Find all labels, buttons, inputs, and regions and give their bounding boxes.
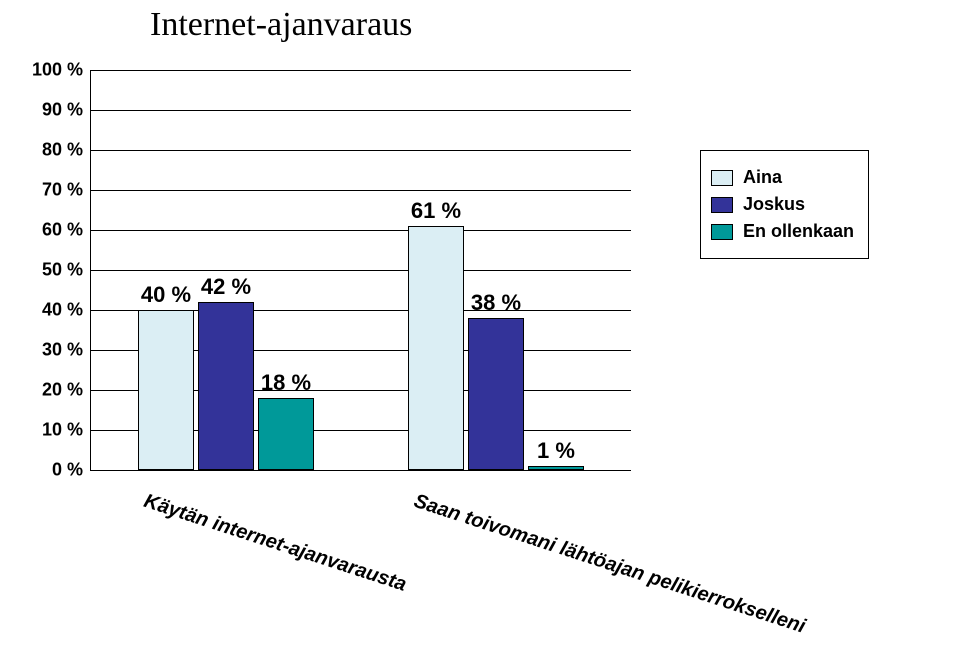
y-tick-label: 80 % — [42, 140, 83, 161]
bar-kaytan-en_ollenkaan — [258, 398, 314, 470]
legend-swatch — [711, 197, 733, 213]
chart-title: Internet-ajanvaraus — [150, 6, 412, 44]
bar-value-label: 61 % — [411, 198, 461, 224]
y-tick-label: 90 % — [42, 100, 83, 121]
y-tick-label: 60 % — [42, 220, 83, 241]
bar-saan-aina — [408, 226, 464, 470]
bar-saan-en_ollenkaan — [528, 466, 584, 470]
bar-value-label: 18 % — [261, 370, 311, 396]
bar-value-label: 1 % — [537, 438, 575, 464]
chart-stage: Internet-ajanvaraus 0 %10 %20 %30 %40 %5… — [0, 0, 960, 656]
bar-kaytan-aina — [138, 310, 194, 470]
x-axis-label-saan: Saan toivomani lähtöajan pelikierroksell… — [411, 490, 808, 639]
legend-label: Joskus — [743, 194, 805, 215]
legend-item-joskus: Joskus — [711, 194, 854, 215]
legend-swatch — [711, 224, 733, 240]
x-axis-label-kaytan: Käytän internet-ajanvarausta — [141, 490, 409, 597]
gridline — [91, 150, 631, 151]
legend-label: En ollenkaan — [743, 221, 854, 242]
legend-item-en_ollenkaan: En ollenkaan — [711, 221, 854, 242]
bar-saan-joskus — [468, 318, 524, 470]
legend-label: Aina — [743, 167, 782, 188]
bar-value-label: 42 % — [201, 274, 251, 300]
gridline — [91, 190, 631, 191]
gridline — [91, 230, 631, 231]
legend-item-aina: Aina — [711, 167, 854, 188]
y-tick-label: 40 % — [42, 300, 83, 321]
bar-value-label: 40 % — [141, 282, 191, 308]
gridline — [91, 110, 631, 111]
bar-kaytan-joskus — [198, 302, 254, 470]
y-tick-label: 20 % — [42, 380, 83, 401]
gridline — [91, 70, 631, 71]
y-tick-label: 50 % — [42, 260, 83, 281]
gridline — [91, 270, 631, 271]
plot-area: 0 %10 %20 %30 %40 %50 %60 %70 %80 %90 %1… — [90, 70, 631, 471]
y-tick-label: 100 % — [32, 60, 83, 81]
y-tick-label: 0 % — [52, 460, 83, 481]
legend-swatch — [711, 170, 733, 186]
y-tick-label: 70 % — [42, 180, 83, 201]
y-tick-label: 10 % — [42, 420, 83, 441]
y-tick-label: 30 % — [42, 340, 83, 361]
bar-value-label: 38 % — [471, 290, 521, 316]
legend: Aina Joskus En ollenkaan — [700, 150, 869, 259]
